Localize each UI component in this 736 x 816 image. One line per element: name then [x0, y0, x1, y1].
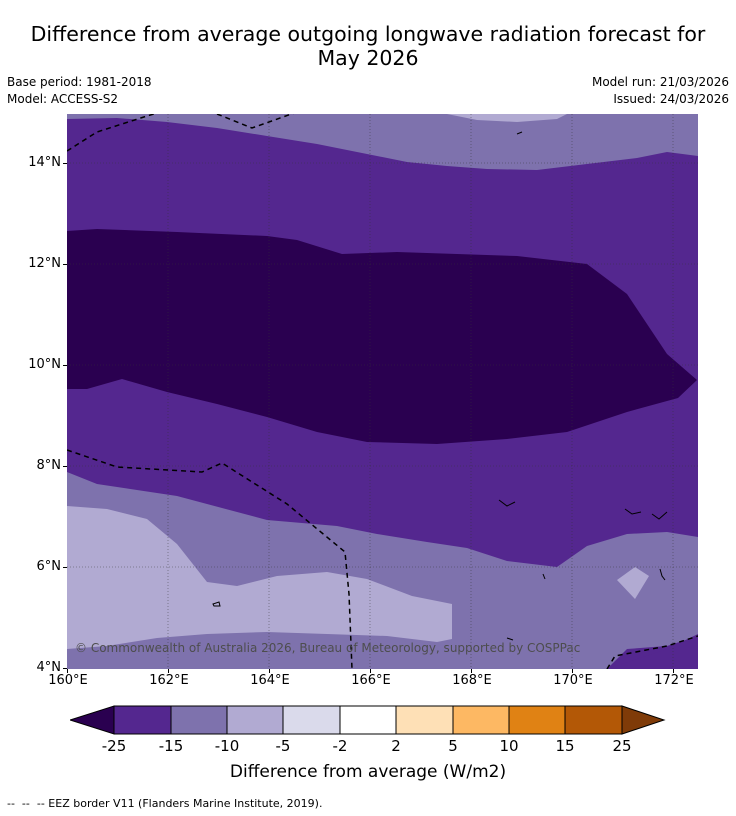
model-run: Model run: 21/03/2026	[591, 75, 729, 89]
colorbar-bin	[395, 705, 454, 735]
band-top-minus15-to-minus10	[67, 114, 698, 170]
colorbar-extend-high	[621, 705, 666, 735]
colorbar-label: Difference from average (W/m2)	[229, 762, 507, 782]
band-below-minus25	[67, 229, 697, 444]
colorbar	[70, 705, 666, 735]
base-period: Base period: 1981-2018	[7, 75, 152, 89]
map-svg	[67, 114, 698, 669]
title-line-2: May 2026	[317, 46, 419, 70]
meta-right: Model run: 21/03/2026 Issued: 24/03/2026	[592, 74, 729, 108]
lon-tickmark	[572, 669, 573, 673]
lat-tick-4: 4°N	[36, 660, 62, 675]
copyright-notice: © Commonwealth of Australia 2026, Bureau…	[75, 641, 581, 655]
colorbar-tick: 15	[555, 737, 575, 755]
colorbar-tick: -10	[214, 737, 240, 755]
lon-tickmark	[370, 669, 371, 673]
colorbar-bin	[452, 705, 510, 735]
lat-tickmark	[63, 163, 67, 164]
colorbar-tick: 10	[499, 737, 519, 755]
eez-borders	[67, 114, 698, 669]
colorbar-bin	[564, 705, 623, 735]
band-minus10-to-minus5-east	[617, 567, 649, 599]
lon-tickmark	[67, 669, 68, 673]
lon-tick-166: 166°E	[351, 673, 391, 688]
lat-tick-10: 10°N	[28, 357, 61, 372]
lat-tickmark	[63, 668, 67, 669]
lon-tickmark	[269, 669, 270, 673]
lat-tickmark	[63, 466, 67, 467]
colorbar-tick: -25	[101, 737, 127, 755]
eez-footnote: -- -- -- EEZ border V11 (Flanders Marine…	[7, 797, 323, 810]
colorbar-tick: -2	[332, 737, 348, 755]
lat-tick-6: 6°N	[36, 559, 62, 574]
lat-tick-12: 12°N	[28, 256, 61, 271]
colorbar-bin	[282, 705, 341, 735]
lat-tick-8: 8°N	[36, 458, 62, 473]
lat-tickmark	[63, 365, 67, 366]
colorbar-bin	[226, 705, 284, 735]
lon-tick-162: 162°E	[149, 673, 189, 688]
band-top-minus10-to-minus5	[447, 114, 567, 122]
lon-tick-172: 172°E	[654, 673, 694, 688]
colorbar-tick: 5	[448, 737, 458, 755]
graticule	[67, 114, 698, 669]
colorbar-extend-low	[70, 705, 115, 735]
issued-date: Issued: 24/03/2026	[613, 92, 729, 106]
colorbar-bin	[170, 705, 228, 735]
band-bottom-right	[607, 634, 698, 669]
lon-tickmark	[168, 669, 169, 673]
lon-tick-170: 170°E	[553, 673, 593, 688]
map-panel[interactable]	[67, 114, 698, 669]
title-line-1: Difference from average outgoing longwav…	[30, 22, 706, 46]
map-title: Difference from average outgoing longwav…	[0, 22, 736, 70]
colorbar-tick: 25	[612, 737, 632, 755]
model-name: Model: ACCESS-S2	[7, 92, 119, 106]
lat-tickmark	[63, 264, 67, 265]
lon-tick-160: 160°E	[48, 673, 88, 688]
islands	[212, 131, 668, 641]
lon-tick-168: 168°E	[452, 673, 492, 688]
lat-tick-14: 14°N	[28, 155, 61, 170]
colorbar-tick: -15	[158, 737, 184, 755]
lon-tick-164: 164°E	[250, 673, 290, 688]
meta-left: Base period: 1981-2018 Model: ACCESS-S2	[7, 74, 152, 108]
colorbar-bin	[339, 705, 397, 735]
colorbar-bin	[508, 705, 566, 735]
colorbar-tick: 2	[391, 737, 401, 755]
band-minus10-to-minus5	[67, 506, 452, 649]
lon-tickmark	[471, 669, 472, 673]
colorbar-bin	[113, 705, 172, 735]
lat-tickmark	[63, 567, 67, 568]
lon-tickmark	[673, 669, 674, 673]
colorbar-tick: -5	[275, 737, 291, 755]
